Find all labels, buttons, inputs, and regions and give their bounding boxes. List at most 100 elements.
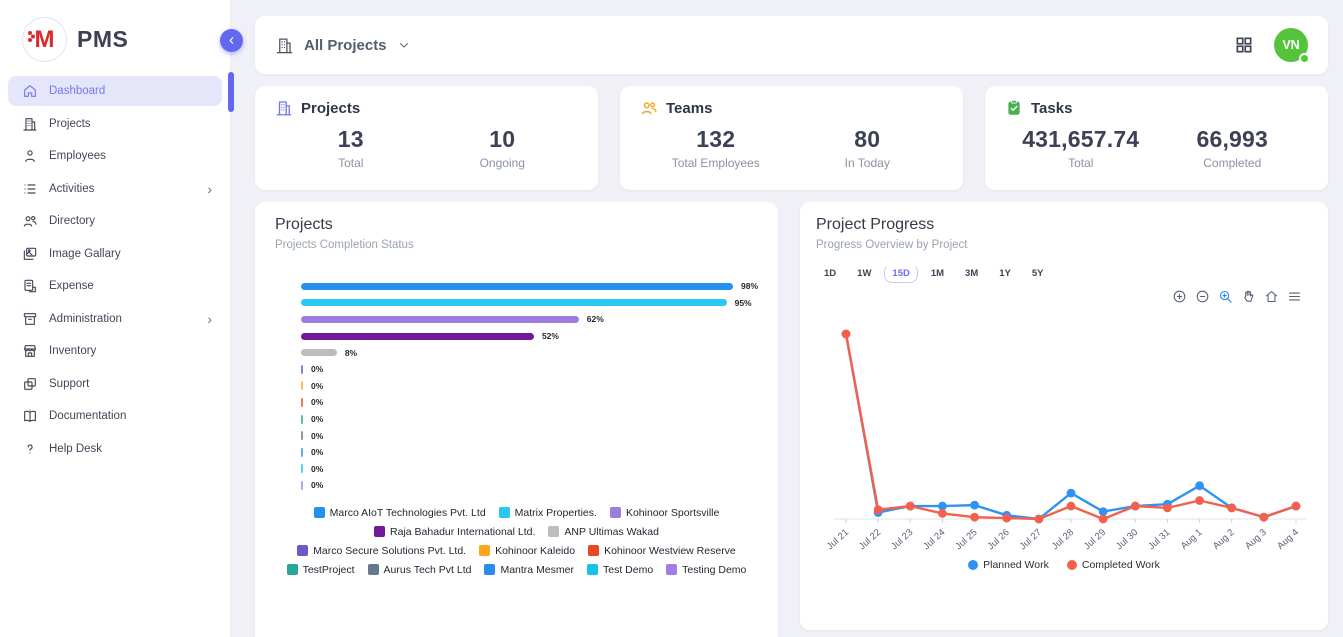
user-avatar[interactable]: VN [1274, 28, 1310, 64]
time-range-selector: 1D 1W 15D 1M 3M 1Y 5Y [816, 264, 1312, 283]
legend-item-test-demo[interactable]: Test Demo [586, 564, 653, 576]
online-status-dot [1299, 53, 1310, 64]
legend-swatch [484, 564, 496, 576]
range-button-1d[interactable]: 1D [824, 268, 837, 279]
data-point-completed-work [1066, 501, 1076, 511]
logo-mark-icon: M [22, 17, 67, 62]
sidebar-item-employees[interactable]: Employees [8, 141, 222, 171]
stat-card-projects[interactable]: Projects 13 Total 10 Ongoing [255, 86, 598, 190]
receipt-icon [22, 278, 38, 294]
sidebar-item-administration[interactable]: Administration › [8, 304, 222, 334]
menu-icon[interactable] [1287, 289, 1302, 304]
archive-icon [22, 311, 38, 327]
legend-label: Marco AIoT Technologies Pvt. Ltd [329, 506, 486, 519]
legend-label: Planned Work [983, 559, 1049, 571]
legend-item-marco-aiot-technologies-pvt-ltd[interactable]: Marco AIoT Technologies Pvt. Ltd [313, 506, 486, 519]
logo-letter: M [27, 25, 55, 53]
projects-completion-card: Projects Projects Completion Status 98% … [255, 202, 778, 637]
legend-item-mantra-mesmer[interactable]: Mantra Mesmer [484, 564, 574, 576]
legend-item-testproject[interactable]: TestProject [286, 564, 355, 576]
legend-item-anp-ultimas-wakad[interactable]: ANP Ultimas Wakad [548, 526, 659, 538]
data-point-completed-work [1259, 512, 1269, 522]
pan-icon[interactable] [1241, 289, 1256, 304]
legend-item-completed-work[interactable]: Completed Work [1066, 559, 1160, 571]
bar-row-raja-bahadur-international-ltd: 52% [301, 328, 758, 345]
bar-value-label: 8% [344, 347, 358, 358]
data-point-planned-work [938, 501, 947, 511]
project-filter-dropdown[interactable]: All Projects [275, 36, 411, 55]
legend-item-kohinoor-sportsville[interactable]: Kohinoor Sportsville [609, 507, 719, 519]
sidebar-item-directory[interactable]: Directory [8, 206, 222, 236]
sidebar-item-support[interactable]: Support [8, 369, 222, 399]
range-button-1w[interactable]: 1W [857, 268, 872, 279]
range-button-3m[interactable]: 3M [965, 268, 979, 279]
range-button-1m[interactable]: 1M [930, 268, 945, 279]
bar-row-anp-ultimas-wakad: 8% [301, 344, 758, 361]
bar-row-marco-aiot-technologies-pvt-ltd: 98% [301, 278, 758, 295]
scrollbar-thumb[interactable] [228, 72, 234, 112]
x-axis-label: Jul 31 [1146, 527, 1172, 552]
list-icon [22, 181, 38, 197]
x-axis-label: Jul 21 [825, 527, 851, 552]
progress-line-chart[interactable]: Jul 21 Jul 22 Jul 23 Jul 24 Jul 25 Jul 26 Jul … [816, 307, 1312, 559]
range-button-15d[interactable]: 15D [884, 264, 918, 283]
project-progress-card: Project Progress Progress Overview by Pr… [800, 202, 1328, 630]
sidebar-item-label: Administration [49, 312, 122, 325]
legend-item-matrix-properties[interactable]: Matrix Properties. [498, 507, 597, 519]
chart-title: Project Progress [816, 216, 935, 233]
chevron-right-icon: › [207, 180, 212, 197]
sidebar-item-label: Employees [49, 150, 106, 162]
data-point-planned-work [1195, 481, 1204, 491]
legend-item-kohinoor-kaleido[interactable]: Kohinoor Kaleido [479, 545, 575, 557]
bar-anp-ultimas-wakad [301, 349, 337, 357]
bar-testing-demo [301, 480, 303, 490]
data-point-completed-work [1034, 514, 1044, 524]
app-name: PMS [77, 26, 129, 52]
sidebar-item-activities[interactable]: Activities › [8, 174, 222, 204]
stat-title: Projects [301, 99, 361, 117]
bar-kohinoor-kaleido [301, 381, 303, 391]
sidebar-nav: Dashboard Projects Employees Activities … [0, 76, 230, 464]
legend-item-testing-demo[interactable]: Testing Demo [666, 564, 746, 576]
image-icon [22, 246, 38, 262]
legend-item-planned-work[interactable]: Planned Work [968, 559, 1049, 571]
x-axis-label: Aug 4 [1275, 527, 1301, 552]
main-content: All Projects VN [231, 0, 1343, 637]
bar-row-kohinoor-westview-reserve: 0% [301, 394, 758, 411]
legend-item-raja-bahadur-international-ltd[interactable]: Raja Bahadur International Ltd. [374, 526, 535, 538]
grid-icon [1236, 37, 1252, 53]
data-point-completed-work [841, 329, 851, 339]
sidebar-item-documentation[interactable]: Documentation [8, 401, 222, 431]
data-point-completed-work [1195, 496, 1204, 505]
zoom-in-icon[interactable] [1172, 289, 1187, 304]
people-icon [22, 213, 38, 229]
zoom-out-icon[interactable] [1195, 289, 1210, 304]
bar-aurus-tech-pvt-ltd [301, 431, 303, 441]
sidebar-item-help-desk[interactable]: Help Desk [8, 434, 222, 464]
legend-swatch [609, 507, 621, 519]
sidebar-item-dashboard[interactable]: Dashboard [8, 76, 222, 106]
data-point-completed-work [1163, 503, 1172, 513]
sidebar-item-image-gallary[interactable]: Image Gallary [8, 239, 222, 269]
app-logo[interactable]: M PMS [0, 0, 230, 76]
sidebar-item-inventory[interactable]: Inventory [8, 336, 222, 366]
reset-home-icon[interactable] [1264, 289, 1279, 304]
bar-value-label: 62% [586, 314, 604, 325]
stat-title: Teams [666, 99, 713, 117]
sidebar-collapse-button[interactable] [220, 29, 243, 52]
sidebar-item-expense[interactable]: Expense [8, 271, 222, 301]
legend-item-kohinoor-westview-reserve[interactable]: Kohinoor Westview Reserve [588, 545, 736, 557]
legend-item-marco-secure-solutions-pvt-ltd[interactable]: Marco Secure Solutions Pvt. Ltd. [297, 545, 466, 557]
stat-value: 13 [337, 126, 364, 152]
bar-row-testing-demo: 0% [301, 477, 758, 494]
range-button-5y[interactable]: 5Y [1031, 268, 1044, 279]
sidebar-item-label: Inventory [49, 345, 97, 357]
stat-card-teams[interactable]: Teams 132 Total Employees 80 In Today [620, 86, 963, 190]
legend-item-aurus-tech-pvt-ltd[interactable]: Aurus Tech Pvt Ltd [367, 564, 471, 576]
topbar: All Projects VN [255, 16, 1328, 74]
range-button-1y[interactable]: 1Y [999, 268, 1011, 279]
selection-zoom-icon[interactable] [1218, 289, 1233, 304]
sidebar-item-projects[interactable]: Projects [8, 109, 222, 139]
apps-grid-button[interactable] [1234, 35, 1254, 55]
stat-card-tasks[interactable]: Tasks 431,657.74 Total 66,993 Completed [985, 86, 1328, 190]
